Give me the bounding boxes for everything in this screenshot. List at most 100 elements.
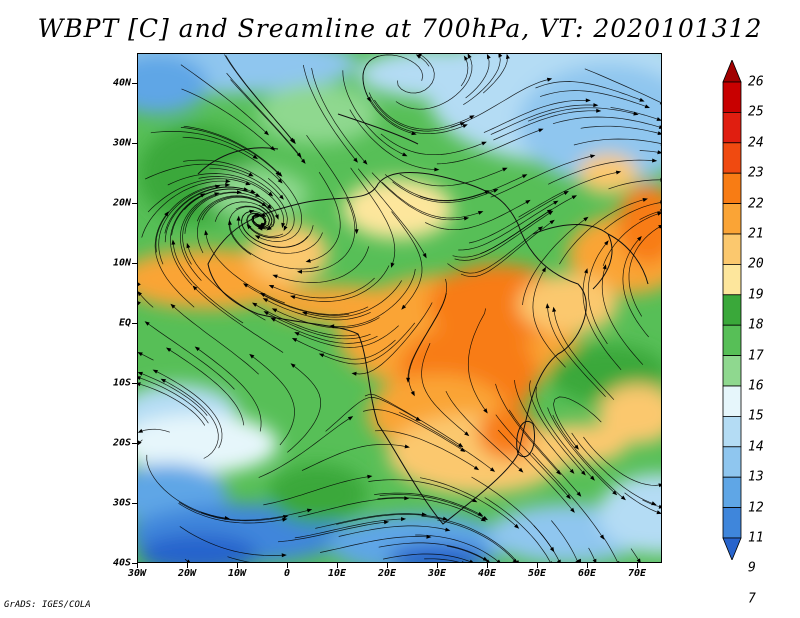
streamline-arrow bbox=[556, 469, 561, 475]
streamline-arrow bbox=[200, 193, 206, 198]
lat-label: 30S bbox=[112, 497, 131, 509]
streamline bbox=[294, 518, 404, 539]
streamline-arrow bbox=[569, 468, 575, 474]
streamline-arrow bbox=[411, 131, 417, 136]
streamline bbox=[196, 348, 262, 432]
streamline-arrow bbox=[291, 338, 298, 342]
streamline bbox=[639, 210, 661, 221]
lat-label: 20S bbox=[112, 437, 131, 449]
streamline bbox=[182, 136, 281, 182]
streamline bbox=[508, 409, 580, 495]
lat-label: 30N bbox=[112, 137, 131, 149]
lon-tick bbox=[537, 563, 538, 568]
streamline bbox=[514, 379, 573, 472]
streamline bbox=[458, 201, 557, 251]
streamline-arrow bbox=[138, 376, 141, 380]
streamline bbox=[349, 109, 437, 170]
streamline bbox=[181, 88, 274, 150]
streamline-arrow bbox=[296, 152, 302, 158]
colorbar-label: 26 bbox=[748, 74, 764, 90]
colorbar-label: 24 bbox=[748, 135, 764, 151]
streamline-arrow bbox=[482, 515, 488, 521]
colorbar-swatch bbox=[722, 233, 742, 265]
streamline-arrow bbox=[354, 229, 359, 235]
streamline bbox=[158, 185, 218, 265]
streamline-arrow bbox=[498, 54, 503, 58]
streamline bbox=[580, 125, 660, 134]
streamline-arrow bbox=[290, 363, 296, 368]
streamline-arrow bbox=[616, 561, 620, 562]
streamline bbox=[167, 173, 272, 195]
streamline-arrow bbox=[390, 262, 395, 268]
streamline-arrow bbox=[383, 520, 390, 525]
colorbar-swatch bbox=[722, 476, 742, 509]
streamline bbox=[374, 492, 481, 515]
streamline bbox=[325, 397, 419, 432]
streamline bbox=[527, 107, 636, 122]
streamline bbox=[437, 519, 516, 562]
streamline bbox=[300, 198, 356, 273]
colorbar-swatch bbox=[722, 142, 742, 174]
streamline-arrow bbox=[329, 324, 335, 329]
streamline bbox=[141, 180, 228, 238]
streamline bbox=[154, 213, 195, 308]
streamline-arrow bbox=[584, 268, 588, 274]
streamline-arrow bbox=[481, 141, 487, 146]
streamline bbox=[495, 414, 570, 498]
streamline-arrow bbox=[248, 172, 254, 177]
streamline-arrow bbox=[279, 194, 284, 200]
streamline bbox=[197, 196, 265, 254]
map-panel bbox=[137, 53, 662, 563]
streamline-arrow bbox=[166, 347, 172, 352]
streamline bbox=[180, 64, 268, 134]
colorbar-swatch bbox=[722, 537, 742, 560]
lat-label: EQ bbox=[118, 317, 131, 329]
colorbar-label: 17 bbox=[748, 348, 764, 364]
streamline-arrow bbox=[489, 467, 496, 472]
streamline bbox=[315, 513, 424, 529]
lon-label: 20W bbox=[177, 568, 197, 579]
colorbar-label: 7 bbox=[748, 591, 756, 607]
streamline-arrow bbox=[434, 167, 440, 172]
lon-label: 30E bbox=[427, 568, 447, 579]
streamline-arrow bbox=[271, 308, 278, 313]
streamline bbox=[320, 536, 429, 553]
map-title: WBPT [C] and Sreamline at 700hPa, VT: 20… bbox=[37, 14, 763, 43]
streamline bbox=[553, 396, 602, 448]
streamline bbox=[266, 312, 371, 340]
wbpt-field bbox=[138, 54, 661, 562]
streamline bbox=[547, 306, 606, 397]
lat-tick bbox=[132, 323, 137, 324]
streamline bbox=[490, 104, 596, 135]
streamline bbox=[377, 497, 484, 521]
streamline bbox=[531, 452, 603, 538]
streamline-arrow bbox=[658, 483, 661, 488]
streamline-arrow bbox=[318, 353, 325, 358]
streamline-arrow bbox=[546, 77, 553, 82]
streamline bbox=[227, 556, 251, 562]
streamline-arrow bbox=[515, 560, 519, 562]
streamline bbox=[454, 212, 551, 261]
streamline-arrow bbox=[302, 311, 308, 316]
streamline bbox=[321, 322, 416, 365]
streamline bbox=[419, 477, 518, 528]
lon-tick bbox=[237, 563, 238, 568]
streamline bbox=[424, 558, 460, 562]
streamline-arrow bbox=[186, 559, 191, 562]
streamline bbox=[168, 348, 245, 426]
streamline bbox=[547, 407, 616, 494]
streamline-arrow bbox=[277, 178, 283, 184]
streamline bbox=[425, 201, 529, 231]
colorbar-swatch bbox=[722, 294, 742, 326]
streamline bbox=[155, 370, 223, 449]
streamline bbox=[311, 67, 366, 163]
streamline bbox=[254, 303, 359, 337]
streamline-arrow bbox=[272, 274, 278, 279]
streamline-arrow bbox=[472, 498, 478, 503]
streamline bbox=[138, 377, 209, 424]
streamline bbox=[399, 412, 493, 471]
streamline bbox=[298, 497, 407, 518]
colorbar-swatch bbox=[722, 60, 742, 83]
streamline bbox=[179, 501, 286, 522]
lon-tick bbox=[437, 563, 438, 568]
